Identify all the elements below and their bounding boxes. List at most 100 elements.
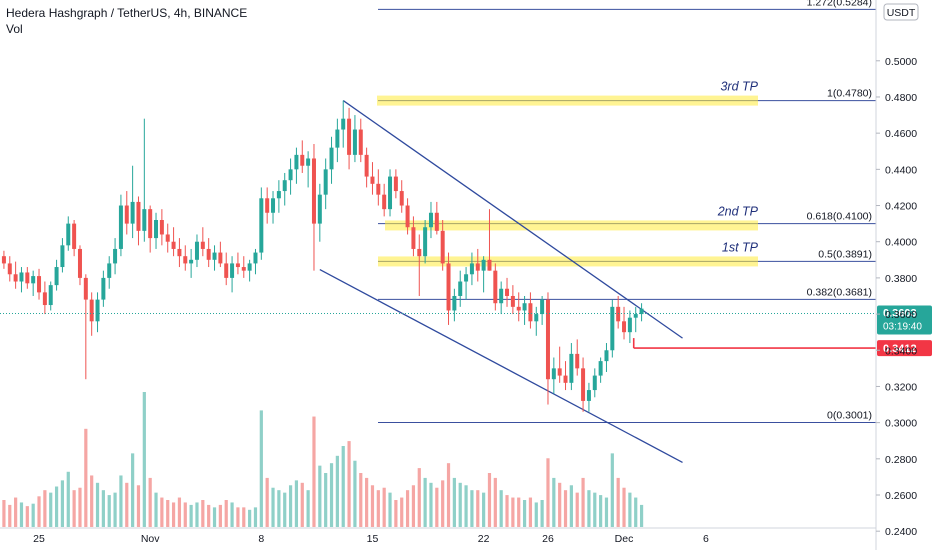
candle-body [347,118,352,155]
support-level-value: 0.3412 [883,343,917,355]
candle-body [66,223,71,246]
volume-bar [2,500,6,527]
volume-label[interactable]: Vol [6,22,23,36]
price-tick-label: 0.2400 [885,526,917,538]
candle-body [411,227,416,249]
volume-bar [353,460,357,527]
candle-body [200,241,205,249]
volume-bar [312,416,316,527]
volume-bar [177,497,182,527]
volume-bar [575,492,579,527]
volume-bar [511,497,515,527]
price-tick-label: 0.4600 [885,128,917,140]
candle-body [516,306,521,311]
volume-bar [119,475,123,527]
volume-bar [482,492,486,527]
volume-bar [505,495,509,527]
candle-body [206,248,211,260]
volume-bar [259,410,263,527]
candle-body [72,223,77,249]
volume-bar [622,487,626,527]
volume-bar [224,500,228,527]
candle-body [329,147,334,170]
time-tick-label: 15 [367,533,379,545]
candle-body [522,303,527,311]
volume-bar [528,497,533,527]
candle-body [306,158,311,166]
volume-bar [446,463,451,527]
target-highlight-band [385,220,758,231]
volume-bar [517,497,521,527]
candle-body [154,220,159,239]
candle-body [358,129,363,155]
volume-bar [201,500,205,527]
symbol-title[interactable]: Hedera Hashgraph / TetherUS, 4h, BINANCE [6,6,248,20]
volume-bar [183,502,187,527]
candle-body [481,259,486,271]
candle-body [475,263,480,271]
volume-bar [329,463,334,527]
candle-body [118,205,123,249]
candle-body [604,350,609,362]
price-tick-label: 0.4200 [885,201,917,213]
candle-body [534,314,539,322]
candle-body [563,375,568,383]
volume-bar [587,490,591,527]
volume-bar [470,490,474,527]
candle-body [434,212,439,231]
candle-body [224,263,229,278]
currency-selector[interactable] [883,3,919,21]
volume-bar [49,492,53,527]
time-tick-label: 25 [33,533,45,545]
volume-bar [458,482,462,527]
volume-bar [166,500,170,527]
channel-lower-line [319,268,683,464]
candle-body [528,303,533,322]
volume-bar [66,471,70,527]
price-axis[interactable]: 0.3603 03:19:40 0.3412 0.2400 0.2600 0.2800 0.… [875,0,932,550]
candle-body [428,212,433,228]
volume-bar [271,487,275,527]
volume-bar [84,428,88,527]
volume-bar [248,509,252,527]
candle-body [113,248,118,264]
last-price-badge[interactable] [877,305,932,335]
support-level-badge[interactable] [877,340,932,357]
candle-body [575,353,580,369]
price-tick-label: 0.4800 [885,92,917,104]
volume-bar [628,492,632,527]
volume-bar [534,502,538,527]
candle-body [610,306,615,351]
fib-level-label: 1.272(0.5284) [807,0,872,8]
volume-bar [300,482,304,527]
volume-bar [639,504,644,527]
volume-bar [441,480,445,527]
target-highlight-band [378,256,758,267]
volume-bar [253,507,258,527]
last-price-countdown: 03:19:40 [883,322,922,333]
candle-body [598,361,603,376]
price-tick-label: 0.3800 [885,273,917,285]
candle-body [31,276,36,284]
candle-body [194,241,199,260]
target-label: 1st TP [722,240,759,254]
volume-bar [43,490,47,527]
volume-bar [131,453,135,527]
volume-bar [423,477,427,527]
volume-bar [569,485,573,527]
time-axis[interactable]: 25 Nov 8 15 22 26 Dec 6 [0,527,876,545]
candle-body [464,274,469,282]
volume-bar [306,490,310,527]
time-tick-label: 6 [703,533,709,545]
volume-bar [405,490,410,527]
candle-body [247,263,252,271]
price-tick-label: 0.4400 [885,164,917,176]
target-label: 3rd TP [720,80,758,94]
candle-body [253,252,258,264]
fibonacci-levels: 1.272(0.5284) 1(0.4780) 0.618(0.4100) 0.5(0… [378,0,876,423]
price-overlays [0,313,876,349]
volume-bar [318,465,322,527]
volume-bar [37,496,41,527]
volume-bar [452,477,456,527]
